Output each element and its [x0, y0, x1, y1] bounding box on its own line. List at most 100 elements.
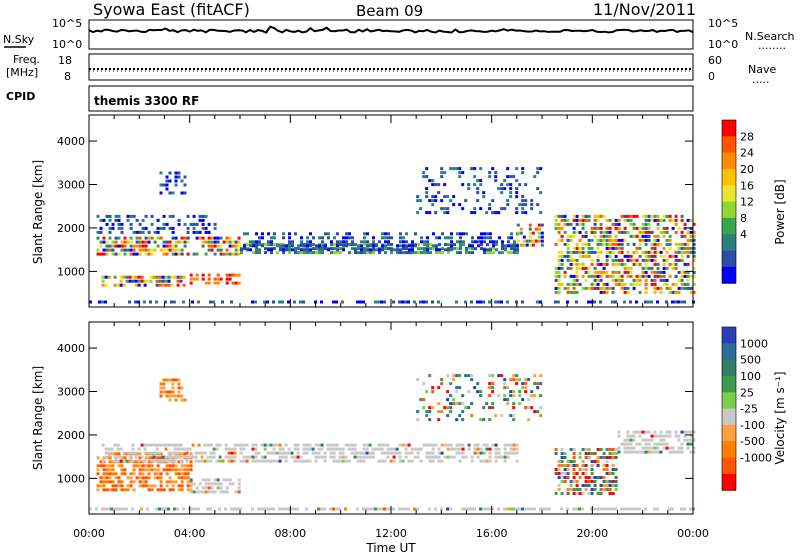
power-echo-cell — [647, 238, 651, 242]
power-echo-cell — [494, 179, 498, 183]
power-echo-cell — [297, 247, 300, 251]
power-echo-cell — [650, 254, 654, 258]
power-echo-cell — [611, 250, 615, 254]
velocity-echo-cell — [296, 459, 300, 463]
power-echo-cell — [536, 203, 540, 207]
power-echo-cell — [614, 262, 618, 266]
velocity-echo-cell — [512, 447, 516, 451]
velocity-echo-cell — [338, 455, 342, 459]
power-echo-cell — [560, 234, 564, 238]
power-echo-cell — [114, 214, 118, 218]
velocity-echo-cell — [114, 472, 118, 476]
velocity-echo-cell — [530, 406, 534, 410]
power-echo-cell — [476, 300, 479, 304]
power-echo-cell — [147, 230, 151, 234]
power-echo-cell — [117, 222, 121, 226]
power-echo-cell — [665, 242, 669, 246]
power-echo-cell — [413, 300, 416, 304]
power-echo-cell — [683, 234, 687, 238]
power-echo-cell — [405, 251, 408, 255]
velocity-echo-cell — [608, 448, 612, 451]
velocity-echo-cell — [431, 455, 435, 459]
velocity-echo-cell — [161, 455, 165, 459]
power-echo-cell — [563, 286, 567, 290]
velocity-ylabel: Slant Range [km] — [31, 366, 45, 470]
power-echo-cell — [99, 226, 103, 230]
velocity-echo-cell — [183, 472, 187, 476]
power-echo-cell — [108, 244, 112, 248]
power-echo-cell — [366, 232, 369, 236]
velocity-echo-cell — [99, 480, 103, 484]
power-echo-cell — [665, 250, 669, 254]
velocity-echo-cell — [134, 455, 138, 459]
power-echo-cell — [117, 218, 121, 222]
power-echo-cell — [650, 242, 654, 246]
velocity-echo-cell — [503, 443, 507, 447]
power-echo-cell — [135, 240, 139, 244]
power-echo-cell — [566, 266, 570, 270]
velocity-colorbar-tick: 25 — [740, 386, 754, 399]
velocity-echo-cell — [152, 451, 156, 455]
power-echo-cell — [689, 286, 693, 290]
velocity-echo-cell — [584, 452, 588, 455]
velocity-echo-cell — [635, 450, 639, 454]
power-echo-cell — [453, 247, 456, 251]
velocity-echo-cell — [392, 459, 396, 463]
power-echo-cell — [114, 236, 118, 240]
power-echo-cell — [653, 290, 657, 294]
power-echo-cell — [605, 234, 609, 238]
velocity-echo-cell — [314, 459, 318, 463]
velocity-echo-cell — [668, 430, 672, 434]
velocity-echo-cell — [165, 480, 169, 484]
velocity-echo-cell — [488, 394, 492, 398]
power-echo-cell — [144, 248, 148, 252]
velocity-echo-cell — [368, 455, 372, 459]
power-echo-cell — [572, 230, 576, 234]
power-echo-cell — [513, 244, 516, 248]
power-echo-cell — [158, 283, 162, 287]
power-echo-cell — [531, 243, 535, 247]
power-echo-cell — [525, 239, 529, 243]
velocity-echo-cell — [383, 507, 386, 511]
power-echo-cell — [662, 218, 666, 222]
power-echo-cell — [144, 244, 148, 248]
velocity-echo-cell — [107, 451, 111, 455]
power-echo-cell — [566, 300, 569, 304]
power-echo-cell — [644, 218, 648, 222]
power-echo-cell — [566, 250, 570, 254]
power-echo-cell — [611, 242, 615, 246]
power-echo-cell — [626, 254, 630, 258]
velocity-echo-cell — [494, 443, 498, 447]
velocity-echo-cell — [347, 443, 351, 447]
nsky-label: N.Sky — [3, 33, 35, 46]
velocity-echo-cell — [641, 446, 645, 450]
velocity-echo-cell — [554, 452, 558, 455]
power-echo-cell — [141, 244, 145, 248]
velocity-echo-cell — [653, 430, 657, 434]
velocity-echo-cell — [233, 443, 237, 447]
power-echo-cell — [434, 183, 438, 187]
power-echo-cell — [161, 275, 165, 279]
power-echo-cell — [629, 214, 633, 218]
power-echo-cell — [387, 240, 390, 244]
power-echo-cell — [516, 223, 520, 227]
power-echo-cell — [689, 246, 693, 250]
power-echo-cell — [108, 236, 112, 240]
power-echo-cell — [581, 274, 585, 278]
velocity-echo-cell — [144, 484, 148, 488]
velocity-echo-cell — [177, 386, 181, 390]
power-echo-cell — [479, 179, 483, 183]
power-echo-cell — [479, 183, 483, 187]
power-echo-cell — [516, 248, 519, 252]
velocity-echo-cell — [290, 455, 294, 459]
velocity-echo-cell — [581, 464, 585, 467]
velocity-echo-cell — [329, 455, 333, 459]
velocity-echo-cell — [443, 455, 447, 459]
power-echo-cell — [692, 222, 696, 226]
power-echo-cell — [581, 254, 585, 258]
velocity-echo-cell — [305, 447, 309, 451]
velocity-echo-cell — [380, 507, 383, 511]
power-echo-cell — [171, 248, 175, 252]
power-colorbar-tick: 16 — [740, 179, 754, 192]
velocity-echo-cell — [593, 484, 597, 487]
